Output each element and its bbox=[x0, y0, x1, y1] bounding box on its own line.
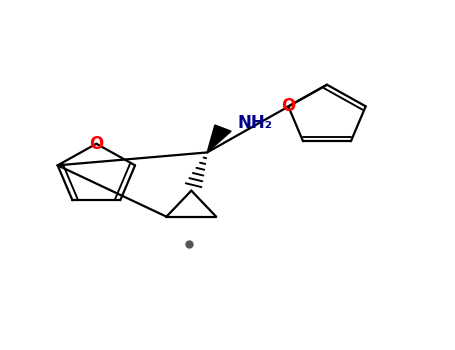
Text: O: O bbox=[281, 97, 295, 115]
Polygon shape bbox=[207, 125, 231, 153]
Text: O: O bbox=[89, 135, 103, 153]
Text: NH₂: NH₂ bbox=[238, 114, 273, 132]
